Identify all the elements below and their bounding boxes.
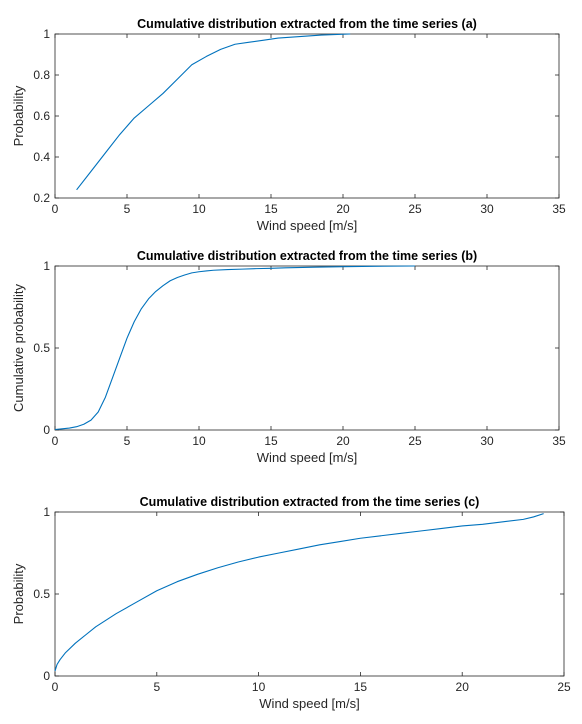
x-axis-label: Wind speed [m/s] [257,218,357,233]
y-axis-label: Cumulative probability [11,284,26,412]
x-tick-label: 15 [264,202,278,216]
chart-title: Cumulative distribution extracted from t… [140,495,480,509]
x-tick-label: 15 [354,680,368,694]
y-tick-label: 0.5 [33,587,50,601]
x-tick-label: 15 [264,434,278,448]
y-tick-label: 0 [43,423,50,437]
series-line-1 [54,513,544,672]
x-axis-label: Wind speed [m/s] [259,696,359,711]
y-tick-label: 1 [43,259,50,273]
x-tick-label: 0 [52,202,59,216]
y-tick-label: 0.5 [33,341,50,355]
y-tick-label: 1 [43,505,50,519]
y-tick-label: 0.8 [33,68,50,82]
y-tick-label: 0.4 [33,150,50,164]
x-tick-label: 0 [52,434,59,448]
x-tick-label: 30 [480,434,494,448]
y-tick-label: 0.6 [33,109,50,123]
subplot-3: Cumulative distribution extracted from t… [11,495,571,711]
x-tick-label: 35 [552,202,566,216]
x-tick-label: 5 [124,202,131,216]
y-axis-label: Probability [11,563,26,624]
subplot-1: Cumulative distribution extracted from t… [11,17,566,233]
x-tick-label: 0 [52,680,59,694]
x-tick-label: 20 [336,202,350,216]
x-tick-label: 20 [336,434,350,448]
chart-title: Cumulative distribution extracted from t… [137,17,477,31]
x-tick-label: 10 [252,680,266,694]
y-tick-label: 0 [43,669,50,683]
x-axis-label: Wind speed [m/s] [257,450,357,465]
plot-area [54,265,560,431]
plot-area [54,511,565,677]
x-tick-label: 5 [153,680,160,694]
x-tick-label: 25 [557,680,571,694]
subplot-2: Cumulative distribution extracted from t… [11,249,566,465]
y-tick-label: 1 [43,27,50,41]
x-tick-label: 25 [408,434,422,448]
y-tick-label: 0.2 [33,191,50,205]
x-tick-label: 30 [480,202,494,216]
y-axis-label: Probability [11,85,26,146]
x-tick-label: 25 [408,202,422,216]
series-line-1 [54,265,416,431]
x-tick-label: 5 [124,434,131,448]
chart-title: Cumulative distribution extracted from t… [137,249,477,263]
x-tick-label: 10 [192,202,206,216]
plot-area [54,33,560,199]
series-line-1 [76,33,351,191]
x-tick-label: 20 [456,680,470,694]
x-tick-label: 10 [192,434,206,448]
x-tick-label: 35 [552,434,566,448]
